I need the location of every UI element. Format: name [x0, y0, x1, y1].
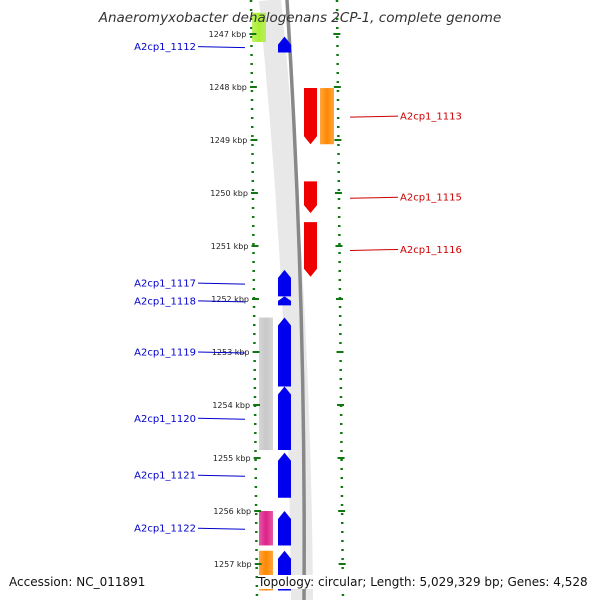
forward-gene-arrow[interactable] — [278, 269, 291, 297]
gene-labels: A2cp1_1112 A2cp1_1117 A2cp1_1118 A2cp1_1119… — [134, 42, 462, 535]
feature-block — [259, 511, 273, 546]
forward-gene-arrow[interactable] — [278, 36, 291, 53]
gene-track — [278, 36, 317, 591]
scale-label-background — [203, 81, 250, 91]
gene-label-leader — [349, 248, 399, 251]
scale-tick-label: 1257 kbp — [214, 560, 252, 569]
scale-tick-label: 1254 kbp — [212, 401, 250, 410]
scale-label-background — [204, 187, 251, 197]
gene-label[interactable]: A2cp1_1120 — [134, 414, 196, 425]
forward-gene-arrow[interactable] — [278, 317, 291, 387]
backbone-line — [285, 0, 306, 600]
gene-label[interactable]: A2cp1_1115 — [400, 193, 462, 204]
ruler-rails — [249, 0, 345, 600]
forward-gene-arrow[interactable] — [278, 511, 291, 546]
scale-label-background — [207, 452, 254, 462]
gene-label-leader — [197, 474, 246, 477]
reverse-gene-arrow[interactable] — [304, 88, 317, 145]
scale-label-background — [207, 399, 254, 409]
scale-tick-label: 1248 kbp — [209, 83, 247, 92]
scale-tick-label: 1250 kbp — [210, 189, 248, 198]
gene-label-leader — [349, 196, 399, 199]
gene-label[interactable]: A2cp1_1117 — [134, 279, 196, 290]
forward-gene-arrow[interactable] — [278, 386, 291, 451]
right-ruler-rail — [335, 0, 345, 600]
accession-label: Accession: NC_011891 — [9, 575, 146, 589]
gene-label-leader — [197, 282, 246, 285]
scale-tick-label: 1252 kbp — [211, 295, 249, 304]
forward-gene-arrow[interactable] — [278, 452, 291, 498]
genome-backbone — [259, 0, 313, 600]
scale-label-background — [205, 240, 252, 250]
feature-block — [320, 88, 334, 145]
gene-label[interactable]: A2cp1_1121 — [134, 471, 196, 482]
feature-block — [259, 386, 273, 451]
gene-label-leader — [197, 351, 246, 354]
reverse-gene-arrow[interactable] — [304, 222, 317, 277]
scale-tick-label: 1249 kbp — [210, 136, 248, 145]
scale-tick-label: 1256 kbp — [213, 507, 251, 516]
scale-label-background — [206, 346, 253, 356]
forward-gene-arrow[interactable] — [278, 296, 291, 306]
gene-label[interactable]: A2cp1_1113 — [400, 112, 462, 123]
gene-label[interactable]: A2cp1_1122 — [134, 524, 196, 535]
scale-label-background — [208, 505, 255, 515]
gene-label[interactable]: A2cp1_1116 — [400, 245, 462, 256]
gene-label[interactable]: A2cp1_1112 — [134, 42, 196, 53]
topology-label: Topology: circular; Length: 5,029,329 bp… — [258, 575, 590, 589]
scale-tick-label: 1247 kbp — [209, 30, 247, 39]
gene-label-leader — [197, 417, 246, 420]
left-ruler-rail — [249, 0, 259, 600]
reverse-gene-arrow[interactable] — [304, 181, 317, 214]
scale-tick-label: 1255 kbp — [213, 454, 251, 463]
gene-label-leader — [349, 115, 399, 118]
backbone-track — [259, 0, 313, 600]
scale-label-background — [208, 558, 255, 568]
gene-label-leader — [197, 300, 246, 303]
gene-label-leader — [197, 527, 246, 530]
map-title: Anaeromyxobacter dehalogenans 2CP-1, com… — [98, 10, 502, 26]
gene-label[interactable]: A2cp1_1119 — [134, 348, 196, 359]
gene-label[interactable]: A2cp1_1118 — [134, 296, 196, 307]
scale-label-background — [204, 134, 251, 144]
scale-label-background — [205, 293, 252, 303]
gene-label-leader — [197, 46, 246, 49]
scale-label-background — [203, 28, 250, 38]
feature-block — [259, 317, 273, 387]
scale-tick-label: 1251 kbp — [211, 242, 249, 251]
